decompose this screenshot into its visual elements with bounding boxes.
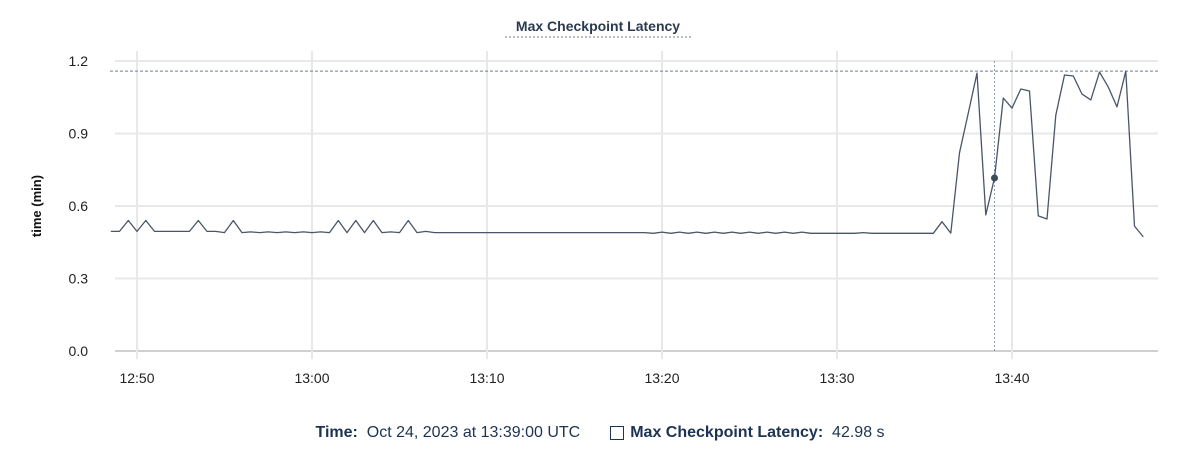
- x-tick-label: 13:20: [644, 370, 679, 386]
- x-tick-label: 12:50: [119, 370, 154, 386]
- y-tick-label: 1.2: [69, 53, 89, 69]
- y-tick-label: 0.0: [69, 343, 89, 359]
- legend: Time: Oct 24, 2023 at 13:39:00 UTC Max C…: [0, 424, 1200, 442]
- x-tick-label: 13:10: [469, 370, 504, 386]
- grid: [115, 51, 1158, 359]
- x-tick-label: 13:30: [819, 370, 854, 386]
- x-tick-label: 13:40: [994, 370, 1029, 386]
- series-checkbox[interactable]: [610, 426, 625, 440]
- y-ticks: 0.0 0.3 0.6 0.9 1.2: [69, 53, 89, 359]
- y-tick-label: 0.9: [69, 126, 89, 142]
- series-label: Max Checkpoint Latency:: [630, 424, 824, 441]
- series-value: 42.98 s: [832, 424, 885, 441]
- y-tick-label: 0.6: [69, 198, 89, 214]
- series-line: [110, 70, 1144, 238]
- x-tick-label: 13:00: [294, 370, 329, 386]
- marks: [110, 61, 1158, 351]
- y-tick-label: 0.3: [69, 271, 89, 287]
- time-value: Oct 24, 2023 at 13:39:00 UTC: [366, 424, 581, 441]
- x-ticks: 12:50 13:00 13:10 13:20 13:30 13:40: [119, 370, 1029, 386]
- chart-title: Max Checkpoint Latency: [516, 18, 680, 34]
- y-axis-label: time (min): [29, 175, 44, 237]
- hover-point: [991, 174, 998, 182]
- time-label: Time:: [315, 424, 358, 441]
